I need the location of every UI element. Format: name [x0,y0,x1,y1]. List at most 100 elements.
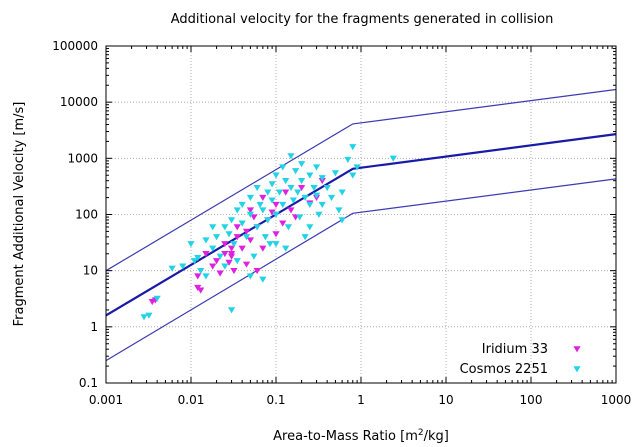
y-tick-label: 1000 [67,151,98,165]
cosmos-point [284,224,293,231]
cosmos-point [318,175,326,182]
cosmos-point [297,177,306,185]
cosmos-point [272,211,280,218]
cosmos-point [349,172,357,179]
iridium-point [250,214,258,221]
cosmos-point [301,234,309,241]
y-tick-label: 10000 [60,95,98,109]
cosmos-point [209,245,217,252]
x-ticks: 0.001 0.01 0.1 1 10 100 1000 [89,46,631,407]
cosmos-point [331,170,340,177]
cosmos-point [310,185,318,192]
cosmos-point [312,164,321,171]
iridium-point [209,263,217,270]
cosmos-point [349,144,357,151]
iridium-point [297,185,306,192]
iridium-point [242,261,251,268]
cosmos-point [272,241,280,248]
cosmos-point [296,214,304,221]
cosmos-point [287,153,295,160]
cosmos-point [297,161,306,168]
cosmos-point [327,194,336,202]
cosmos-point [306,201,314,209]
y-ticks: 0.1 1 10 100 1000 10000 100000 [52,39,616,390]
cosmos-point [306,224,314,231]
cosmos-point [187,241,195,248]
iridium-point [259,194,267,202]
iridium-point [227,245,236,252]
cosmos-point [344,156,352,164]
cosmos-point [266,241,274,248]
cosmos-point [250,253,258,260]
x-axis-label: Area-to-Mass Ratio [m2/kg] [273,428,449,444]
cosmos-point [261,234,269,241]
cosmos-point [227,307,236,314]
x-tick-label: 0.001 [89,393,123,407]
cosmos-point [253,224,261,231]
x-tick-label: 0.01 [178,393,205,407]
legend-label-cosmos: Cosmos 2251 [460,362,548,377]
iridium-point [272,201,280,209]
cosmos-point [216,253,224,260]
y-tick-label: 1 [90,320,98,334]
iridium-point [221,251,229,258]
iridium-point [268,209,276,216]
cosmos-point [140,314,148,321]
cosmos-point [279,164,287,171]
iridium-point [225,259,233,266]
cosmos-point [246,273,255,280]
cosmos-point [233,207,241,214]
cosmos-point [389,155,397,162]
cosmos-point [279,201,287,209]
cosmos-point [282,245,290,252]
cosmos-point [242,234,251,241]
cosmos-point [230,241,238,248]
iridium-point [233,224,241,231]
x-tick-label: 10 [438,393,453,407]
cosmos-point [291,168,300,175]
cosmos-point [256,201,264,209]
cosmos-point [301,194,309,202]
cosmos-point [238,201,246,209]
cosmos-point [202,273,210,280]
cosmos-point [238,220,246,227]
x-axis-label-end: /kg] [424,429,449,444]
cosmos-point [353,164,361,171]
iridium-point [238,245,246,252]
cosmos-point [145,312,153,319]
y-tick-label: 0.1 [79,376,98,390]
y-tick-label: 100000 [52,39,98,53]
cosmos-point [268,197,276,204]
iridium-point [282,189,290,196]
cosmos-point [306,172,314,179]
cosmos-point [246,194,255,202]
iridium-point [233,234,241,241]
iridium-point [194,273,202,280]
cosmos-point [338,217,346,224]
cosmos-point [212,234,221,241]
cosmos-point [323,185,331,192]
cosmos-point [179,263,187,270]
grid [106,46,616,383]
cosmos-point [197,267,205,275]
iridium-point [230,267,238,275]
cosmos-point [233,258,241,265]
x-axis-label-superscript: 2 [418,428,424,438]
cosmos-point [289,197,297,204]
cosmos-point [202,237,210,244]
data-points [140,144,397,321]
legend: Iridium 33 Cosmos 2251 [460,342,581,377]
iridium-point [246,207,255,214]
cosmos-point [282,177,290,185]
cosmos-point [275,189,284,196]
iridium-point [279,220,287,227]
cosmos-point [190,258,199,265]
iridium-point [242,228,251,235]
cosmos-point [227,217,236,224]
cosmos-point [209,224,217,231]
y-axis-label: Fragment Additional Velocity [m/s] [12,102,27,327]
iridium-point [202,251,210,258]
model-line-mean [105,133,617,317]
legend-marker-iridium [573,346,581,353]
